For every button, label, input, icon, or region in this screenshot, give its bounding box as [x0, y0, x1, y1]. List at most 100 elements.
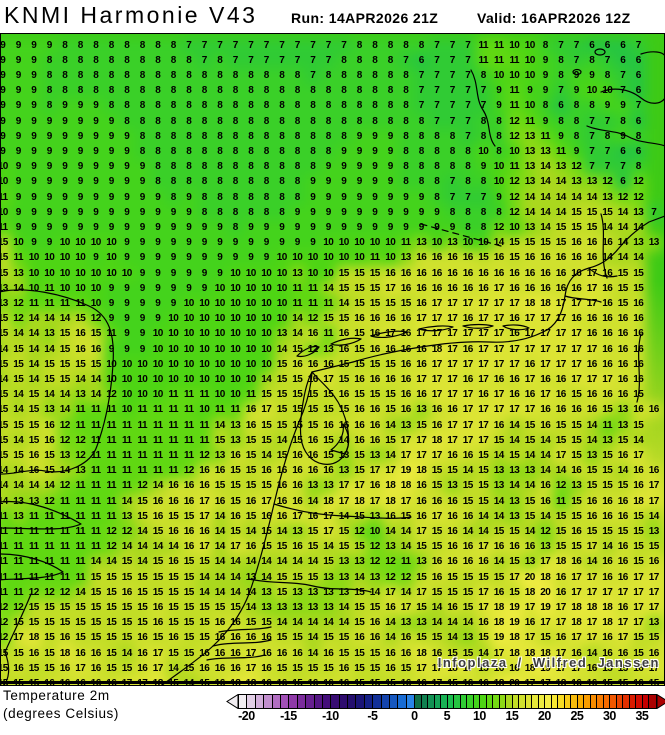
temperature-value: 16 [338, 389, 350, 401]
temperature-value: 13 [400, 617, 412, 629]
temperature-value: 14 [245, 601, 257, 613]
temperature-value: 17 [400, 601, 412, 613]
temperature-value: 17 [385, 586, 396, 598]
temperature-value: 17 [555, 617, 567, 629]
temperature-value: 12 [540, 525, 551, 537]
temperature-value: 9 [356, 161, 363, 173]
temperature-value: 16 [230, 449, 241, 461]
temperature-value: 8 [155, 161, 161, 173]
temperature-value: 13 [462, 632, 474, 644]
temperature-value: 9 [15, 85, 22, 97]
temperature-value: 8 [217, 176, 223, 188]
temperature-value: 15 [13, 647, 24, 659]
temperature-value: 10 [90, 267, 102, 279]
temperature-value: 7 [465, 100, 471, 112]
temperature-value: 11 [152, 419, 163, 431]
temperature-value: 10 [524, 54, 536, 66]
temperature-value: 16 [447, 601, 458, 613]
temperature-value: 8 [108, 100, 115, 112]
temperature-value: 15 [276, 404, 288, 416]
temperature-value: 15 [617, 662, 629, 674]
temperature-value: 16 [509, 328, 520, 340]
temperature-value: 9 [93, 176, 99, 188]
temperature-value: 14 [106, 556, 117, 568]
temperature-value: 16 [447, 267, 458, 279]
temperature-value: 11 [168, 434, 179, 446]
temperature-value: 17 [431, 373, 443, 385]
temperature-value: 14 [168, 541, 179, 553]
temperature-value: 13 [633, 206, 644, 218]
temperature-value: 17 [478, 343, 489, 355]
temperature-value: 9 [0, 39, 6, 51]
temperature-value: 10 [354, 237, 365, 249]
temperature-value: 9 [46, 237, 53, 249]
temperature-value: 9 [325, 206, 332, 218]
legend-title: Temperature 2m [3, 688, 110, 703]
temperature-value: 16 [478, 556, 489, 568]
temperature-value: 17 [617, 632, 629, 644]
temperature-value: 7 [263, 39, 270, 51]
temperature-value: 8 [387, 69, 394, 81]
temperature-value: 13 [586, 176, 598, 188]
temperature-value: 9 [418, 206, 425, 218]
temperature-value: 15 [338, 358, 350, 370]
temperature-value: 15 [369, 267, 381, 279]
temperature-value: 16 [416, 343, 427, 355]
temperature-value: 14 [555, 191, 567, 203]
temperature-value: 15 [602, 404, 613, 416]
temperature-value: 7 [310, 69, 316, 81]
temperature-value: 10 [509, 145, 520, 157]
temperature-value: 17 [338, 495, 350, 507]
temperature-value: 10 [230, 389, 241, 401]
temperature-value: 16 [648, 647, 660, 659]
temperature-value: 12 [28, 586, 40, 598]
temperature-row: 1510991010101099999999999991010101010111… [1, 237, 662, 249]
temperature-value: 16 [400, 313, 412, 325]
temperature-value: 7 [325, 54, 332, 66]
temperature-row: 1111111111111112121415161616141514151413… [1, 525, 662, 538]
colorbar-cell [339, 695, 349, 708]
temperature-value: 15 [602, 465, 613, 477]
temperature-value: 8 [124, 100, 130, 112]
temperature-value: 15 [307, 404, 319, 416]
temperature-value: 8 [356, 85, 363, 97]
temperature-value: 15 [1, 419, 8, 431]
temperature-value: 15 [462, 601, 474, 613]
temperature-value: 15 [59, 358, 71, 370]
temperature-value: 14 [59, 465, 71, 477]
temperature-value: 11 [75, 495, 86, 507]
temperature-value: 13 [540, 541, 551, 553]
temperature-value: 15 [602, 525, 613, 537]
temperature-value: 14 [276, 343, 288, 355]
temperature-value: 7 [589, 115, 595, 127]
temperature-value: 17 [416, 313, 427, 325]
temperature-value: 15 [323, 449, 334, 461]
temperature-value: 11 [1, 571, 8, 583]
temperature-value: 11 [59, 571, 70, 583]
temperature-value: 14 [509, 480, 520, 492]
temperature-value: 8 [170, 85, 177, 97]
temperature-value: 17 [633, 586, 644, 598]
temperature-value: 8 [248, 145, 254, 157]
temperature-value: 14 [276, 617, 288, 629]
temperature-row: 1199999999999999899999999999999881210131… [1, 222, 646, 234]
temperature-value: 16 [338, 419, 350, 431]
temperature-value: 15 [400, 662, 412, 674]
temperature-value: 8 [217, 54, 223, 66]
temperature-row: 1514151414131412101010111111101011151515… [1, 389, 646, 401]
temperature-value: 9 [186, 237, 192, 249]
temperature-value: 8 [186, 115, 192, 127]
temperature-value: 8 [480, 69, 487, 81]
temperature-value: 16 [59, 632, 71, 644]
colorbar-cell [314, 695, 323, 708]
temperature-value: 16 [524, 389, 536, 401]
temperature-value: 15 [245, 617, 257, 629]
temperature-value: 16 [633, 404, 644, 416]
temperature-value: 9 [62, 130, 68, 142]
temperature-value: 15 [354, 541, 365, 553]
temperature-value: 15 [385, 297, 396, 309]
temperature-value: 16 [121, 586, 133, 598]
temperature-value: 8 [356, 39, 363, 51]
temperature-value: 14 [540, 449, 551, 461]
temperature-value: 14 [152, 541, 164, 553]
